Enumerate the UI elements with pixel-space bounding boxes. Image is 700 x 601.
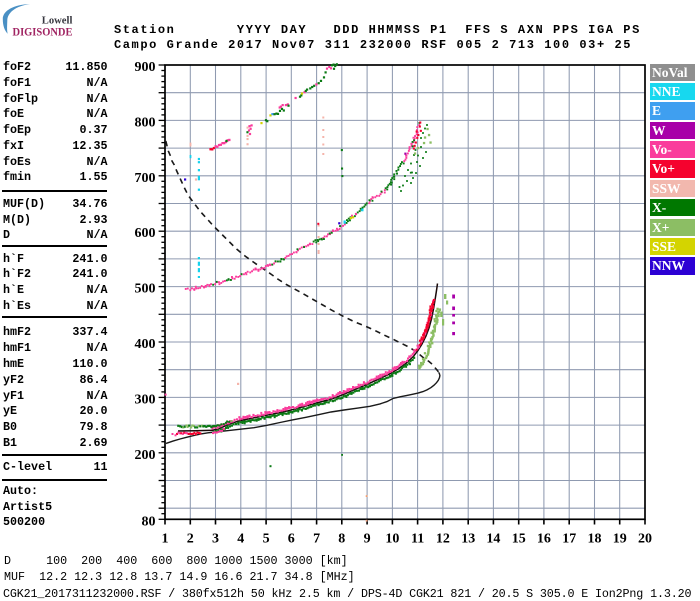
svg-text:12: 12 [436,531,450,546]
svg-text:5: 5 [263,531,270,546]
svg-text:7: 7 [313,531,320,546]
svg-text:900: 900 [135,60,156,75]
svg-text:8: 8 [338,531,345,546]
svg-text:DIGISONDE: DIGISONDE [13,27,73,39]
svg-text:6: 6 [288,531,295,546]
svg-text:800: 800 [135,115,156,130]
svg-text:11: 11 [411,531,424,546]
svg-text:18: 18 [588,531,602,546]
svg-text:400: 400 [135,337,156,352]
svg-text:14: 14 [486,531,500,546]
svg-text:3: 3 [212,531,219,546]
svg-text:13: 13 [461,531,475,546]
svg-text:17: 17 [562,531,576,546]
svg-text:20: 20 [638,531,652,546]
svg-text:700: 700 [135,171,156,186]
svg-text:10: 10 [385,531,399,546]
svg-text:19: 19 [613,531,627,546]
svg-text:1: 1 [162,531,169,546]
svg-text:4: 4 [237,531,244,546]
svg-text:15: 15 [512,531,526,546]
svg-text:200: 200 [135,448,156,463]
svg-text:2: 2 [187,531,194,546]
svg-text:Lowell: Lowell [42,15,73,26]
svg-text:9: 9 [364,531,371,546]
svg-text:300: 300 [135,392,156,407]
svg-text:16: 16 [537,531,551,546]
svg-text:500: 500 [135,282,156,297]
svg-text:600: 600 [135,226,156,241]
svg-text:80: 80 [142,514,156,529]
